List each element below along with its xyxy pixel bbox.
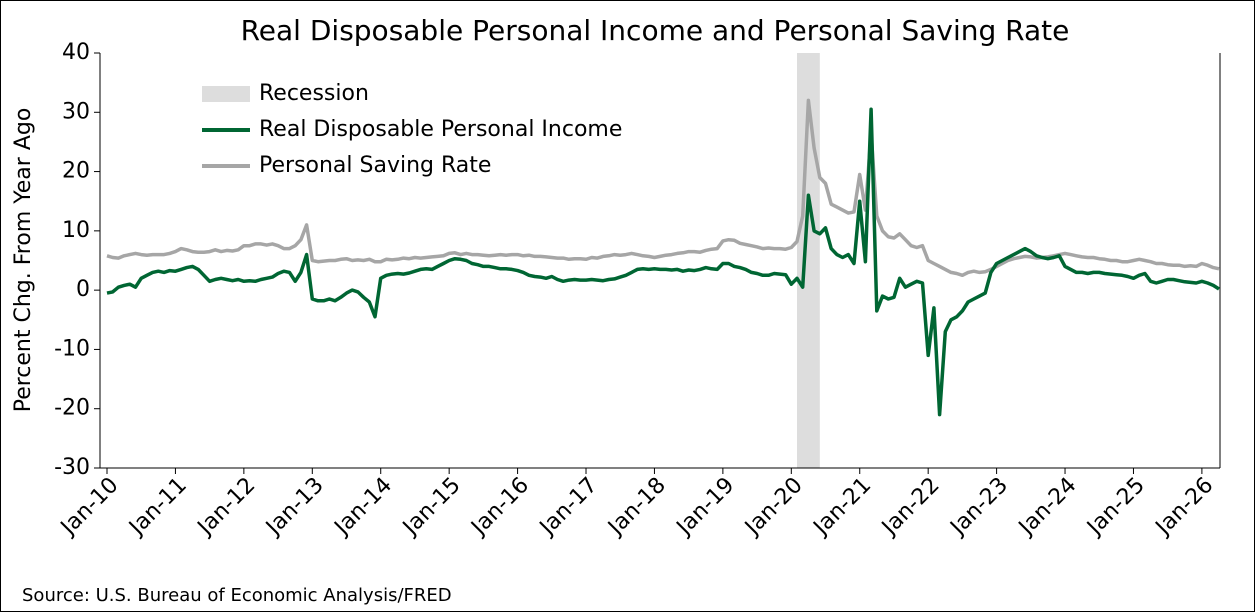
legend-label: Personal Saving Rate: [259, 153, 491, 178]
y-tick-label: 30: [62, 99, 90, 124]
series-line: [106, 98, 1220, 278]
source: Source: U.S. Bureau of Economic Analysis…: [22, 585, 452, 606]
chart-title: Real Disposable Personal Income and Pers…: [241, 14, 1070, 47]
y-tick-label: -20: [54, 396, 90, 421]
legend-label: Real Disposable Personal Income: [259, 117, 622, 142]
y-tick-label: -30: [54, 455, 90, 480]
legend-label: Recession: [259, 81, 369, 106]
legend-swatch: [202, 86, 250, 102]
y-tick-label: 10: [62, 218, 90, 243]
y-tick-label: 20: [62, 159, 90, 184]
y-axis-label: Percent Chg. From Year Ago: [11, 108, 36, 413]
series-line: [106, 107, 1220, 417]
y-tick-label: 40: [62, 40, 90, 65]
y-tick-label: -10: [54, 336, 90, 361]
y-tick-label: 0: [76, 277, 90, 302]
